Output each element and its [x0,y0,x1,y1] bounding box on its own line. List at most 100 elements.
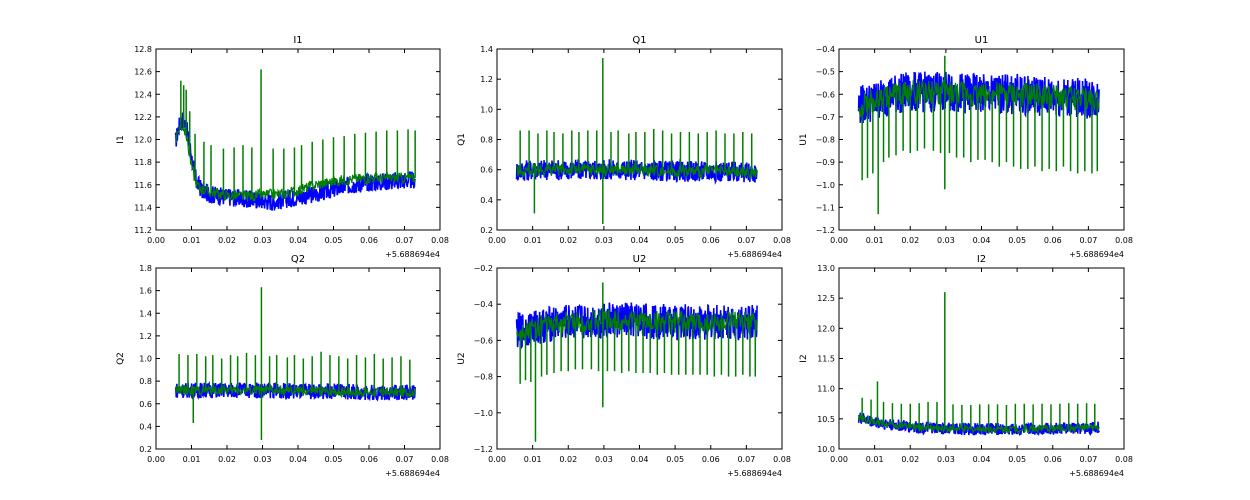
x-tick-label: 0.01 [183,455,201,464]
x-tick-label: 0.08 [431,455,449,464]
plot-area [857,55,1100,215]
y-tick-label: −0.8 [816,136,835,145]
y-tick-label: 11.2 [134,226,152,235]
y-tick-label: 0.8 [139,377,152,386]
plot-area [857,292,1100,437]
y-tick-label: −0.4 [474,300,493,309]
x-tick-label: 0.04 [973,236,991,245]
y-tick-label: −0.2 [474,264,493,273]
x-tick-label: 0.04 [289,455,307,464]
x-tick-label: 0.08 [431,236,449,245]
y-tick-label: 11.6 [134,181,152,190]
x-tick-label: 0.03 [595,236,613,245]
chart-title: U2 [633,254,647,265]
y-tick-label: 12.0 [817,324,835,333]
series-green-line [858,79,1100,118]
y-tick-label: 11.4 [134,203,152,212]
y-tick-label: 12.0 [134,136,152,145]
x-tick-label: 0.06 [360,236,378,245]
y-tick-label: −1.0 [816,181,835,190]
x-tick-label: 0.00 [147,455,165,464]
y-tick-label: 0.4 [480,196,493,205]
x-tick-label: 0.03 [595,455,613,464]
x-tick-label: 0.01 [866,236,884,245]
x-tick-label: 0.08 [773,236,791,245]
x-tick-label: 0.01 [183,236,201,245]
y-tick-label: −1.1 [816,203,835,212]
x-tick-label: 0.00 [147,236,165,245]
y-tick-label: −1.2 [474,445,493,454]
y-axis-label: U1 [799,133,809,145]
y-tick-label: 11.5 [817,355,835,364]
x-tick-label: 0.05 [1008,236,1026,245]
plot-area [174,287,416,440]
y-axis-label: Q1 [457,133,467,146]
x-tick-label: 0.07 [396,455,414,464]
x-tick-label: 0.02 [218,236,236,245]
y-tick-label: 12.6 [134,68,152,77]
y-tick-label: 0.2 [480,226,493,235]
x-tick-label: 0.04 [973,455,991,464]
y-tick-label: 0.6 [139,400,152,409]
x-tick-label: 0.05 [325,455,343,464]
x-tick-label: 0.01 [524,236,542,245]
series-green-line [857,413,1100,435]
x-tick-label: 0.02 [559,455,577,464]
x-tick-label: 0.05 [666,236,684,245]
chart-panel-u2: 0.00 0.01 0.02 0.03 0.04 0.05 0.06 0.07 0.08 −1.2… [457,254,791,478]
x-tick-label: 0.03 [937,455,955,464]
chart-panel-i1: 0.00 0.01 0.02 0.03 0.04 0.05 0.06 0.07 0.08 11.2… [116,35,449,259]
x-tick-label: 0.07 [1079,455,1097,464]
x-tick-label: 0.08 [1115,236,1133,245]
series-green-line [516,161,758,180]
y-tick-label: 1.6 [139,287,152,296]
chart-panel-i2: 0.00 0.01 0.02 0.03 0.04 0.05 0.06 0.07 0.08 10.0… [799,254,1133,478]
chart-panel-q2: 0.00 0.01 0.02 0.03 0.04 0.05 0.06 0.07 0.08 0.2 0… [116,254,449,478]
y-tick-label: 12.4 [134,90,152,99]
x-offset-label: +5.688694e4 [385,250,440,259]
x-tick-label: 0.05 [1008,455,1026,464]
x-tick-label: 0.07 [737,236,755,245]
series-green-line [516,308,758,343]
y-axis-label: U2 [457,352,467,364]
y-axis-label: I2 [799,354,809,362]
y-tick-label: −0.6 [816,90,835,99]
y-tick-label: 13.0 [817,264,835,273]
x-tick-label: 0.08 [773,455,791,464]
x-offset-label: +5.688694e4 [727,250,782,259]
x-offset-label: +5.688694e4 [727,469,782,478]
plot-area [174,69,416,211]
y-tick-label: −0.9 [816,158,835,167]
y-tick-label: 10.5 [817,415,835,424]
y-tick-label: 1.8 [139,264,152,273]
y-tick-label: 12.8 [134,45,152,54]
x-tick-label: 0.08 [1115,455,1133,464]
x-tick-label: 0.05 [325,236,343,245]
x-tick-label: 0.01 [524,455,542,464]
x-tick-label: 0.06 [360,455,378,464]
y-tick-label: 1.4 [480,45,493,54]
plot-area [515,282,758,442]
plot-area [515,58,758,224]
y-tick-label: −0.7 [816,113,835,122]
y-tick-label: 1.2 [480,75,493,84]
x-tick-label: 0.04 [289,236,307,245]
x-tick-label: 0.03 [254,455,272,464]
y-tick-label: −1.0 [474,409,493,418]
x-offset-label: +5.688694e4 [385,469,440,478]
x-tick-label: 0.00 [830,236,848,245]
x-tick-label: 0.00 [488,236,506,245]
series-blue-line [174,112,416,211]
chart-title: Q2 [291,254,305,265]
x-tick-label: 0.03 [937,236,955,245]
x-tick-label: 0.06 [1044,236,1062,245]
y-tick-label: 1.2 [139,332,152,341]
y-tick-label: 11.0 [817,385,835,394]
x-tick-label: 0.06 [702,236,720,245]
chart-title: U1 [975,35,989,46]
x-tick-label: 0.01 [866,455,884,464]
chart-title: Q1 [632,35,646,46]
y-tick-label: 12.5 [817,294,835,303]
y-tick-label: 11.8 [134,158,152,167]
y-axis-label: Q2 [116,352,126,365]
